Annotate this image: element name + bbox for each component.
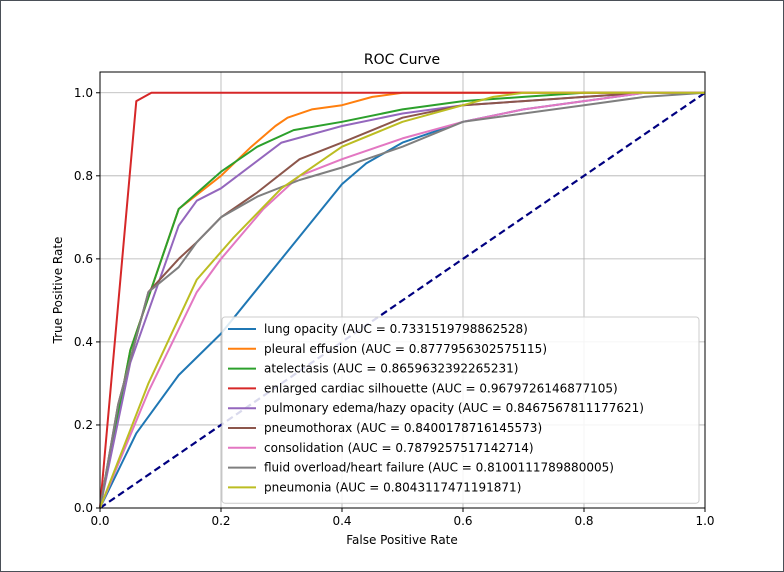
y-tick-label: 0.2 — [74, 418, 93, 432]
y-tick-label: 0.6 — [74, 252, 93, 266]
chart-title: ROC Curve — [364, 52, 440, 68]
y-tick-label: 0.8 — [74, 169, 93, 183]
series-line-6 — [99, 91, 705, 509]
y-axis-label: True Positive Rate — [51, 237, 65, 345]
series-line-5 — [99, 91, 705, 509]
random-classifier-line — [99, 91, 706, 509]
series-line-2 — [99, 91, 705, 509]
x-tick-label: 0.2 — [211, 514, 230, 528]
x-tick-label: 0.0 — [90, 514, 109, 528]
x-tick-label: 0.6 — [453, 514, 472, 528]
y-tick-label: 1.0 — [74, 86, 93, 100]
legend-box — [221, 316, 700, 504]
x-tick-label: 1.0 — [695, 514, 714, 528]
x-axis-label: False Positive Rate — [346, 533, 458, 547]
legend-label: lung opacity (AUC = 0.7331519798862528) — [264, 322, 528, 336]
legend-label: pneumonia (AUC = 0.8043117471191871) — [264, 480, 521, 494]
x-tick-label: 0.4 — [332, 514, 351, 528]
x-tick-label: 0.8 — [574, 514, 593, 528]
y-tick-label: 0.0 — [74, 501, 93, 515]
y-tick-label: 0.4 — [74, 335, 93, 349]
x-axis-ticks: 0.0 0.2 0.4 0.6 0.8 1.0 — [90, 508, 715, 528]
y-axis-ticks: 0.0 0.2 0.4 0.6 0.8 1.0 — [74, 86, 100, 515]
legend-label: pulmonary edema/hazy opacity (AUC = 0.84… — [264, 401, 644, 415]
legend-label: fluid overload/heart failure (AUC = 0.81… — [264, 461, 614, 475]
legend-label: pneumothorax (AUC = 0.8400178716145573) — [264, 421, 542, 435]
reference-diagonal — [99, 91, 706, 509]
plot-area-border — [99, 71, 706, 509]
series-line-7 — [99, 91, 706, 509]
legend-label: consolidation (AUC = 0.7879257517142714) — [264, 441, 534, 455]
series-line-8 — [99, 91, 705, 509]
legend-label: pleural effusion (AUC = 0.87779563025751… — [264, 342, 547, 356]
roc-series — [99, 91, 706, 509]
chart-legend: lung opacity (AUC = 0.7331519798862528) p… — [221, 316, 700, 504]
legend-label: enlarged cardiac silhouette (AUC = 0.967… — [264, 381, 618, 395]
legend-label: atelectasis (AUC = 0.8659632392265231) — [264, 362, 519, 376]
